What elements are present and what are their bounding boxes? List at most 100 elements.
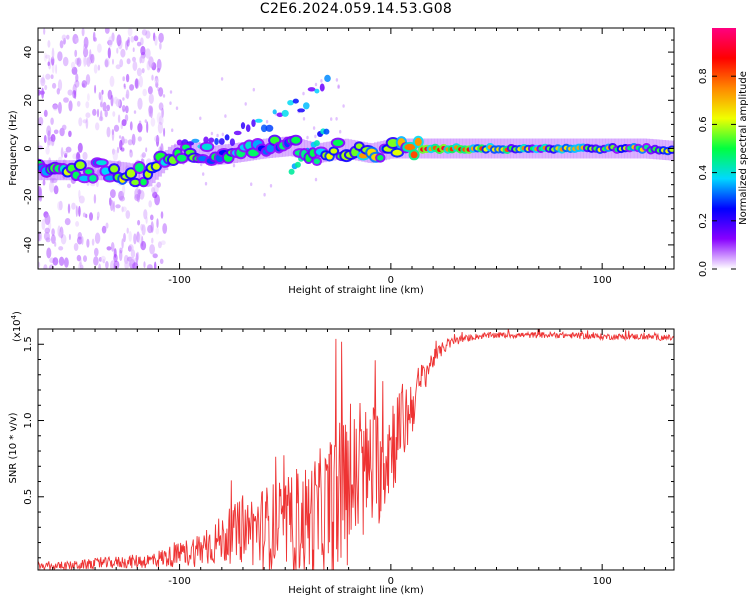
noise-blob: [122, 108, 125, 113]
noise-blob: [38, 116, 44, 126]
noise-blob: [169, 101, 172, 105]
ridge-halo: [339, 139, 343, 160]
noise-blob: [154, 135, 160, 143]
noise-blob: [82, 212, 86, 218]
ridge-core: [387, 139, 399, 147]
noise-blob: [152, 253, 158, 259]
noise-blob: [250, 182, 253, 186]
colorbar-ticks: 0.0 0.2 0.4 0.6 0.8: [698, 68, 736, 277]
snr-frame: [37, 328, 675, 571]
ridge-core: [410, 151, 418, 159]
noise-blob: [83, 55, 87, 67]
noise-blob: [148, 93, 154, 105]
noise-blob: [57, 79, 63, 91]
noise-blob: [151, 237, 154, 244]
noise-blob: [49, 136, 54, 142]
noise-blob: [67, 183, 71, 189]
noise-blob: [171, 128, 174, 132]
noise-blob: [136, 41, 142, 47]
branch-blob: [265, 124, 274, 132]
noise-blob: [123, 138, 128, 144]
ridge-core: [266, 144, 275, 153]
noise-blob: [105, 261, 109, 269]
noise-blob: [145, 216, 148, 224]
noise-blob: [110, 94, 114, 107]
branch-blob: [324, 74, 331, 82]
snr-multiplier-exp: 4: [10, 314, 18, 319]
branch-blob: [245, 124, 251, 132]
noise-blob: [137, 219, 141, 226]
noise-blob: [244, 102, 247, 106]
noise-blob: [129, 149, 132, 153]
noise-blob: [158, 115, 164, 126]
y-tick-label: 40: [23, 46, 34, 59]
noise-blob: [98, 91, 102, 101]
noise-blob: [104, 58, 110, 68]
branch-blob: [254, 118, 263, 123]
noise-blob: [61, 124, 67, 131]
noise-blob: [146, 121, 149, 133]
colorbar-label: Normalized spectral amplitude: [738, 71, 749, 225]
noise-blob: [127, 36, 130, 44]
ridge-core: [152, 163, 160, 170]
noise-blob: [122, 97, 125, 101]
noise-blob: [142, 88, 147, 97]
noise-blob: [106, 104, 110, 112]
branch-blob: [319, 83, 325, 92]
noise-blob: [116, 47, 119, 54]
noise-blob: [64, 153, 68, 158]
noise-blob: [122, 184, 126, 197]
noise-blob: [337, 85, 340, 89]
noise-blob: [125, 105, 129, 114]
noise-blob: [62, 56, 69, 67]
noise-blob: [314, 177, 318, 182]
noise-blob: [77, 142, 83, 153]
noise-blob: [42, 74, 45, 84]
noise-blob: [157, 121, 163, 134]
noise-blob: [119, 247, 123, 254]
noise-blob: [158, 32, 164, 43]
ridge-core: [291, 136, 301, 144]
noise-blob: [312, 126, 316, 130]
noise-blob: [134, 188, 140, 199]
ridge-core: [248, 149, 259, 157]
noise-blob: [79, 256, 82, 268]
noise-blob: [47, 61, 50, 67]
noise-blob: [119, 195, 125, 202]
noise-blob: [335, 78, 339, 82]
branch-blob: [288, 168, 295, 175]
noise-blob: [150, 117, 156, 127]
noise-blob: [85, 117, 89, 129]
noise-blob: [132, 61, 138, 71]
noise-blob: [224, 114, 227, 118]
noise-blob: [75, 73, 79, 83]
noise-blob: [252, 87, 255, 92]
noise-blob: [81, 236, 84, 245]
noise-blob: [63, 97, 69, 103]
noise-blob: [154, 261, 157, 269]
noise-blob: [204, 181, 208, 186]
noise-blob: [118, 135, 122, 139]
noise-blob: [140, 240, 147, 251]
snr-multiplier-base: (x10: [12, 319, 23, 342]
noise-blob: [149, 244, 156, 255]
noise-blob: [40, 77, 46, 87]
noise-blob: [125, 210, 131, 219]
spectrogram-xlabel: Height of straight line (km): [288, 285, 424, 296]
snr-ylabel: SNR (10 * v/v): [8, 412, 19, 483]
colorbar-tick-label: 0.4: [698, 165, 709, 181]
noise-blob: [157, 241, 162, 249]
noise-blob: [79, 264, 84, 269]
noise-blob: [100, 101, 103, 108]
noise-blob: [129, 84, 135, 91]
noise-blob: [78, 117, 83, 127]
noise-blob: [38, 261, 41, 268]
noise-blob: [102, 101, 107, 112]
noise-blob: [85, 112, 91, 118]
noise-blob: [123, 232, 126, 243]
noise-blob: [40, 77, 45, 84]
ridge-core: [414, 137, 422, 146]
noise-blob: [76, 57, 82, 67]
noise-blob: [144, 119, 147, 123]
